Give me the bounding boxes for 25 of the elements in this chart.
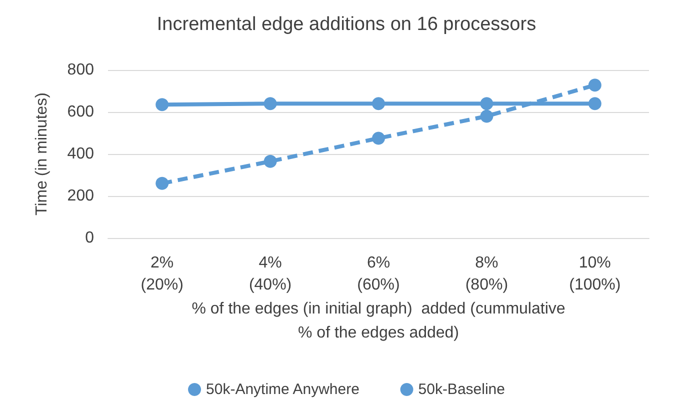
x-axis-title: % of the edges (in initial graph) added (cummulative % of the edges added) (192, 300, 566, 342)
y-tick-label: 800 (67, 62, 94, 78)
point (156, 98, 169, 112)
point (480, 97, 494, 110)
y-tick-label: 400 (67, 146, 94, 162)
point (372, 132, 385, 145)
y-axis-title: Time (in minutes) (34, 92, 50, 216)
point (156, 176, 169, 190)
x-tick-label: 2% (20%) (140, 254, 184, 294)
x-tick-label: 6% (60%) (357, 254, 400, 294)
legend-label: 50k-Anytime Anywhere (206, 381, 360, 398)
point (480, 110, 494, 123)
point (372, 97, 385, 110)
point (264, 97, 277, 110)
x-tick-label: 10% (100%) (569, 254, 621, 294)
point (588, 78, 602, 92)
x-tick-label: 4% (40%) (248, 254, 292, 294)
x-tick-label: 8% (80%) (465, 254, 508, 294)
chart-title: Incremental edge additions on 16 processors (156, 14, 536, 35)
point (264, 154, 277, 168)
y-tick-label: 0 (85, 230, 94, 246)
legend-label: 50k-Baseline (418, 381, 505, 398)
y-tick-label: 600 (67, 104, 94, 120)
y-tick-label: 200 (67, 188, 94, 204)
point (588, 97, 602, 110)
